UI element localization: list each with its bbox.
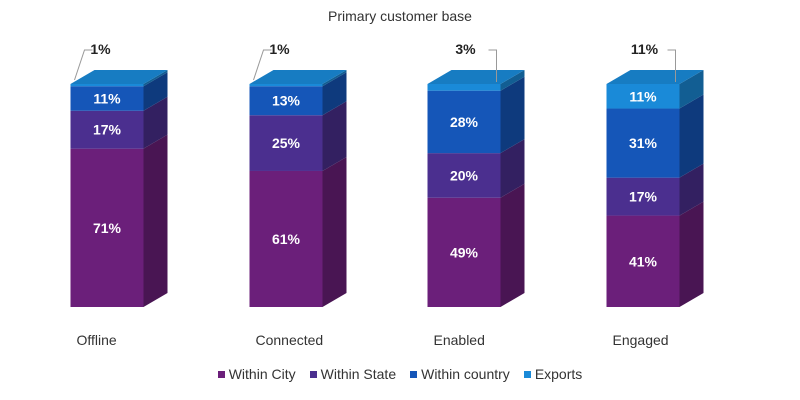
legend-item: Within State — [309, 366, 397, 382]
bar-segment-within-city — [249, 170, 323, 307]
legend-item: Exports — [523, 366, 583, 382]
bar-segment-within-country — [249, 86, 323, 116]
data-label-exports: 11% — [631, 41, 659, 57]
data-label: 17% — [93, 122, 122, 138]
bar-stack-engaged: 41% 17% 31% 11% 11% — [606, 41, 704, 307]
bar-side-within-city — [143, 134, 168, 307]
data-label: 11% — [93, 90, 121, 106]
bar-segment-exports — [70, 84, 144, 87]
bar-top-face — [70, 70, 168, 84]
bar-segment-within-country — [606, 108, 680, 178]
category-label: Engaged — [613, 332, 669, 348]
callout-line — [667, 49, 676, 82]
bar-side-within-city — [500, 183, 525, 307]
bar-segment-within-country — [427, 90, 501, 154]
data-label-exports: 1% — [90, 41, 111, 57]
bar-segment-exports — [427, 84, 501, 91]
legend-label: Exports — [534, 366, 583, 382]
data-label: 41% — [629, 253, 658, 269]
legend-swatch — [217, 370, 225, 378]
bar-side-within-state — [143, 96, 168, 149]
data-label-exports: 1% — [269, 41, 290, 57]
data-label: 17% — [629, 189, 658, 205]
legend-label: Within State — [320, 366, 397, 382]
legend-swatch — [410, 370, 418, 378]
data-label: 71% — [93, 220, 122, 236]
legend-item: Within country — [410, 366, 510, 382]
bar-side-within-state — [500, 139, 525, 198]
bar-stack-offline: 71% 17% 11% 1% — [70, 41, 168, 307]
callout-line — [488, 49, 497, 82]
data-label: 20% — [450, 167, 479, 183]
bar-segment-exports — [606, 84, 680, 109]
legend-swatch — [309, 370, 317, 378]
category-label: Enabled — [434, 332, 485, 348]
bar-side-exports — [143, 70, 168, 87]
bar-segment-within-state — [606, 177, 680, 216]
bar-segment-within-city — [606, 215, 680, 307]
bar-side-within-city — [679, 201, 704, 307]
bar-top-face — [606, 70, 704, 84]
bar-side-within-country — [322, 72, 347, 116]
bar-segment-within-state — [249, 115, 323, 171]
callout-line — [74, 49, 93, 81]
bar-side-within-country — [143, 72, 168, 111]
data-label: 13% — [272, 93, 301, 109]
bar-side-exports — [322, 70, 347, 87]
category-label: Connected — [256, 332, 324, 348]
legend-swatch — [523, 370, 531, 378]
data-label: 28% — [450, 114, 479, 130]
bar-side-within-country — [679, 94, 704, 178]
bar-top-face — [249, 70, 347, 84]
legend-label: Within country — [421, 366, 510, 382]
bar-segment-within-state — [70, 110, 144, 149]
bar-stack-connected: 61% 25% 13% 1% — [249, 41, 347, 307]
data-label-exports: 3% — [455, 41, 476, 57]
bar-side-within-state — [322, 101, 347, 171]
bar-side-within-city — [322, 156, 347, 307]
legend-label: Within City — [228, 366, 296, 382]
bar-segment-within-state — [427, 153, 501, 198]
bar-segment-within-city — [70, 148, 144, 307]
category-label: Offline — [77, 332, 117, 348]
callout-line — [253, 49, 272, 81]
bar-side-within-country — [500, 76, 525, 154]
chart-title: Primary customer base — [328, 8, 472, 24]
data-label: 61% — [272, 231, 301, 247]
bar-top-face — [427, 70, 525, 84]
legend-item: Within City — [217, 366, 296, 382]
data-label: 11% — [629, 88, 657, 104]
data-label: 25% — [272, 135, 301, 151]
data-label: 49% — [450, 244, 479, 260]
bar-side-exports — [500, 70, 525, 91]
bar-side-within-state — [679, 163, 704, 216]
bar-segment-within-country — [70, 86, 144, 111]
bar-segment-exports — [249, 84, 323, 87]
bar-stack-enabled: 49% 20% 28% 3% — [427, 41, 525, 307]
chart-legend: Within City Within State Within country Exp… — [0, 366, 800, 382]
data-label: 31% — [629, 135, 658, 151]
bar-side-exports — [679, 70, 704, 109]
bar-segment-within-city — [427, 197, 501, 307]
